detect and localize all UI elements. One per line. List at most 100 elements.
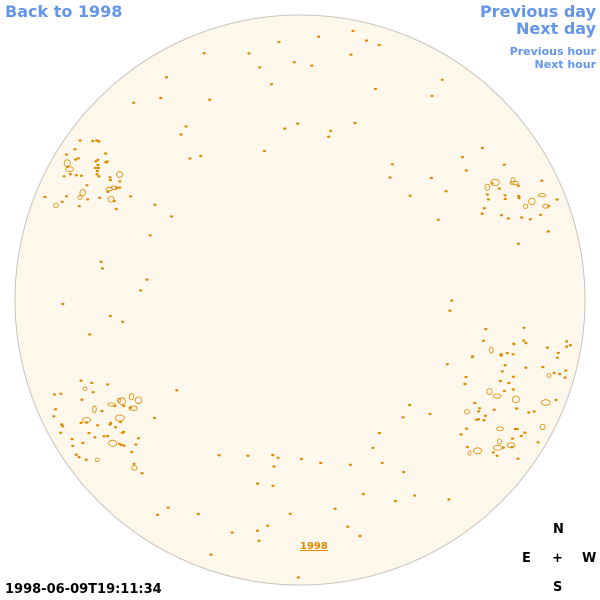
contour (246, 454, 250, 457)
contour (108, 439, 118, 447)
contour (317, 35, 321, 38)
next-day-link[interactable]: Next day (516, 19, 596, 38)
contour (107, 402, 116, 407)
contour (388, 176, 392, 179)
contour (108, 314, 112, 318)
contour (100, 267, 105, 270)
contour (74, 158, 78, 161)
contour (477, 410, 481, 413)
contour (540, 399, 551, 406)
contour (513, 427, 517, 431)
contour (92, 405, 97, 414)
contour (497, 187, 501, 190)
contour (118, 186, 122, 189)
contour (128, 393, 135, 401)
contour (99, 260, 103, 264)
magnetic-contours (43, 29, 573, 579)
contour (96, 166, 101, 170)
contour (503, 364, 507, 367)
back-link[interactable]: Back to 1998 (5, 2, 123, 21)
contour (539, 423, 546, 431)
contour (100, 409, 104, 413)
contour (255, 529, 260, 532)
contour (79, 421, 83, 425)
contour (444, 189, 448, 193)
contour (542, 203, 549, 209)
compass-center: + (552, 551, 563, 566)
contour (428, 412, 432, 416)
contour (43, 195, 47, 199)
contour (501, 446, 505, 449)
contour (102, 435, 106, 438)
contour (122, 404, 126, 408)
contour (87, 431, 91, 435)
year-link[interactable]: 1998 (300, 541, 328, 552)
contour (555, 356, 559, 360)
contour (401, 416, 405, 419)
contour (96, 424, 100, 427)
contour (505, 351, 509, 355)
contour (53, 202, 59, 209)
contour (134, 443, 138, 446)
contour (70, 437, 74, 441)
contour (500, 370, 504, 373)
contour (86, 198, 90, 201)
next-hour-link[interactable]: Next hour (534, 58, 597, 71)
contour (271, 453, 275, 457)
contour (131, 465, 138, 471)
contour (491, 451, 495, 454)
contour (460, 155, 465, 159)
contour (64, 153, 69, 156)
contour (93, 436, 97, 439)
contour (96, 163, 100, 167)
contour (90, 381, 94, 385)
contour (459, 433, 463, 436)
contour (272, 465, 276, 468)
contour (532, 410, 536, 413)
contour (166, 506, 170, 509)
contour (271, 484, 275, 488)
contour (296, 576, 300, 579)
contour (528, 197, 536, 206)
contour (565, 345, 569, 348)
contour (61, 425, 65, 428)
contour (77, 204, 81, 208)
contour (209, 553, 213, 556)
contour (463, 382, 467, 386)
contour (132, 462, 136, 466)
contour (202, 52, 206, 55)
contour (377, 43, 381, 47)
contour (132, 101, 136, 105)
contour (499, 213, 504, 217)
contour (105, 186, 113, 192)
contour (299, 457, 303, 461)
contour (373, 87, 377, 91)
contour (380, 461, 384, 465)
contour (445, 363, 449, 366)
contour (514, 407, 519, 410)
contour (349, 53, 353, 56)
contour (112, 199, 116, 203)
contour (196, 512, 200, 516)
contour (436, 218, 440, 222)
contour (77, 194, 83, 200)
contour (153, 203, 157, 206)
contour (106, 434, 110, 438)
contour (563, 376, 567, 379)
contour (60, 200, 64, 204)
contour (480, 146, 484, 150)
contour (79, 379, 83, 382)
contour (108, 423, 112, 426)
contour (296, 122, 300, 125)
contour (283, 127, 287, 130)
contour (118, 180, 122, 183)
contour (463, 409, 470, 415)
contour (106, 383, 110, 386)
previous-day-link[interactable]: Previous day (479, 2, 596, 21)
contour (81, 417, 92, 423)
contour (503, 197, 507, 201)
contour (520, 216, 524, 219)
contour (522, 326, 526, 330)
contour (199, 154, 203, 158)
previous-hour-link[interactable]: Previous hour (509, 45, 596, 58)
